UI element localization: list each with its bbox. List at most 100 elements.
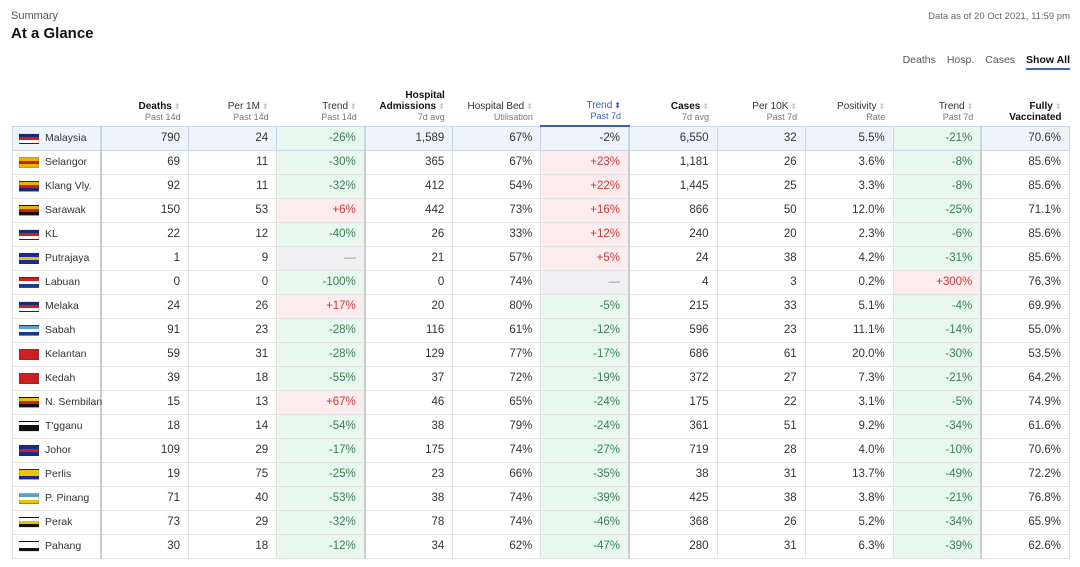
column-header-4[interactable]: Hospital Admissions ⬍ 7d avg	[365, 84, 453, 126]
column-title: Per 1M	[227, 100, 260, 112]
sort-icon[interactable]: ⬍	[1054, 101, 1062, 111]
cell-5: 79%	[452, 413, 542, 439]
column-header-7[interactable]: Cases ⬍ 7d avg	[629, 84, 717, 126]
flag-icon	[19, 132, 39, 144]
cell-2: 11	[188, 149, 278, 175]
cell-11: 85.6%	[980, 245, 1071, 271]
cell-11: 61.6%	[980, 413, 1071, 439]
state-cell: Perak	[12, 509, 101, 535]
cell-3: -32%	[276, 509, 366, 535]
state-name: Kelantan	[45, 348, 87, 360]
sort-icon[interactable]: ⬍	[966, 101, 974, 111]
sort-icon[interactable]: ⬍	[438, 101, 445, 111]
column-subtitle: Rate	[866, 111, 886, 122]
table-row[interactable]: Pahang 30 18 -12% 34 62% -47% 280 31 6.3% -39% 62.6…	[12, 533, 1071, 559]
column-header-8[interactable]: Per 10K ⬍ Past 7d	[717, 84, 805, 126]
column-header-10[interactable]: Trend ⬍ Past 7d	[893, 84, 981, 126]
table-row[interactable]: Selangor 69 11 -30% 365 67% +23% 1,181 26 3.6% -8%…	[12, 149, 1071, 175]
sort-icon[interactable]: ⬍	[526, 101, 533, 111]
table-row[interactable]: T'gganu 18 14 -54% 38 79% -24% 361 51 9.2% -34% 61.…	[12, 413, 1071, 439]
cell-1: 15	[99, 389, 190, 415]
table-row[interactable]: Johor 109 29 -17% 175 74% -27% 719 28 4.0% -10% 70.…	[12, 437, 1071, 463]
table-row[interactable]: Putrajaya 1 9—21 57% +5% 24 38 4.2% -31% 85.6%	[12, 245, 1071, 271]
column-header-1[interactable]: Deaths ⬍ Past 14d	[101, 84, 189, 126]
sort-icon[interactable]: ⬍	[173, 101, 181, 111]
state-name: KL	[45, 228, 58, 240]
cell-10: -30%	[892, 341, 982, 367]
cell-9: 20.0%	[804, 341, 894, 367]
table-row[interactable]: KL 22 12 -40% 26 33% +12% 240 20 2.3% -6% 85.6%	[12, 221, 1071, 247]
column-header-5[interactable]: Hospital Bed ⬍ Utilisation	[453, 84, 541, 126]
flag-icon	[19, 420, 39, 432]
column-header-9[interactable]: Positivity ⬍ Rate	[805, 84, 893, 126]
cell-11: 72.2%	[980, 461, 1071, 487]
table-row[interactable]: Melaka 24 26 +17% 20 80% -5% 215 33 5.1% -4% 69.9%	[12, 293, 1071, 319]
cell-2: 18	[188, 533, 278, 559]
table-row[interactable]: Kedah 39 18 -55% 37 72% -19% 372 27 7.3% -21% 64.2%	[12, 365, 1071, 391]
cell-8: 25	[716, 173, 806, 199]
filter-tabs: Deaths Hosp. Cases Show All	[903, 54, 1070, 70]
table-row[interactable]: Sarawak 150 53 +6% 442 73% +16% 866 50 12.0% -25% 7…	[12, 197, 1071, 223]
cell-7: 596	[627, 317, 718, 343]
table-row[interactable]: N. Sembilan 15 13 +67% 46 65% -24% 175 22 3.1% -5%…	[12, 389, 1071, 415]
cell-6: -5%	[540, 293, 630, 319]
table-row[interactable]: Labuan 0 0 -100% 0 74% —4 3 0.2% +300% 76.3%	[12, 269, 1071, 295]
cell-6: -12%	[540, 317, 630, 343]
column-header-2[interactable]: Per 1M ⬍ Past 14d	[189, 84, 277, 126]
table-row[interactable]: Sabah 91 23 -28% 116 61% -12% 596 23 11.1% -14% 55.…	[12, 317, 1071, 343]
filter-tab-hosp[interactable]: Hosp.	[946, 54, 975, 66]
cell-1: 24	[99, 293, 190, 319]
cell-6: -2%	[540, 125, 630, 151]
table-row[interactable]: Malaysia 790 24 -26% 1,589 67% -2% 6,550 32 5.5% -…	[12, 125, 1071, 151]
sort-icon[interactable]: ⬍	[350, 101, 357, 111]
cell-10: -21%	[892, 365, 982, 391]
cell-1: 19	[99, 461, 190, 487]
cell-2: 9	[188, 245, 278, 271]
cell-5: 54%	[452, 173, 542, 199]
cell-8: 33	[716, 293, 806, 319]
flag-icon	[19, 468, 39, 480]
table-row[interactable]: Kelantan 59 31 -28% 129 77% -17% 686 61 20.0% -30%…	[12, 341, 1071, 367]
column-header-6[interactable]: Trend ⬍ Past 7d	[540, 84, 629, 127]
cell-4: 1,589	[363, 125, 454, 151]
column-header-3[interactable]: Trend ⬍ Past 14d	[277, 84, 365, 126]
table-row[interactable]: Klang Vly. 92 11 -32% 412 54% +22% 1,445 25 3.3% -…	[12, 173, 1071, 199]
table-row[interactable]: Perak 73 29 -32% 78 74% -46% 368 26 5.2% -34% 65.9%	[12, 509, 1071, 535]
table-row[interactable]: P. Pinang 71 40 -53% 38 74% -39% 425 38 3.8% -21% 7…	[12, 485, 1071, 511]
sort-desc-icon[interactable]: ⬍	[614, 101, 621, 110]
sort-icon[interactable]: ⬍	[790, 101, 798, 111]
cell-5: 66%	[452, 461, 542, 487]
flag-icon	[19, 540, 39, 552]
cell-1: 790	[99, 125, 190, 151]
state-cell: Sabah	[12, 317, 101, 343]
cell-6: +23%	[540, 149, 630, 175]
table-row[interactable]: Perlis 19 75 -25% 23 66% -35% 38 31 13.7% -49% 72.2…	[12, 461, 1071, 487]
state-cell: Sarawak	[12, 197, 101, 223]
cell-11: 70.6%	[980, 437, 1071, 463]
cell-5: 72%	[452, 365, 542, 391]
cell-4: 37	[363, 365, 454, 391]
filter-tab-deaths[interactable]: Deaths	[902, 54, 936, 66]
cell-8: 31	[716, 461, 806, 487]
sort-icon[interactable]: ⬍	[878, 101, 886, 111]
filter-tab-show-all[interactable]: Show All	[1026, 54, 1070, 70]
cell-1: 59	[99, 341, 190, 367]
cell-10: +300%	[892, 269, 982, 295]
cell-9: 11.1%	[804, 317, 894, 343]
column-subtitle: 7d avg	[417, 111, 445, 122]
sort-icon[interactable]: ⬍	[702, 101, 710, 111]
cell-10: -10%	[892, 437, 982, 463]
cell-11: 55.0%	[980, 317, 1071, 343]
column-title: Trend	[938, 100, 965, 112]
cell-11: 85.6%	[980, 173, 1071, 199]
cell-5: 62%	[452, 533, 542, 559]
column-header-11[interactable]: Fully ⬍ Vaccinated	[981, 84, 1069, 126]
state-name: Kedah	[45, 372, 76, 384]
filter-tab-cases[interactable]: Cases	[985, 54, 1016, 66]
cell-8: 27	[716, 365, 806, 391]
cell-4: 23	[363, 461, 454, 487]
sort-icon[interactable]: ⬍	[261, 101, 269, 111]
flag-icon	[19, 276, 39, 288]
cell-6: -35%	[540, 461, 630, 487]
cell-5: 61%	[452, 317, 542, 343]
